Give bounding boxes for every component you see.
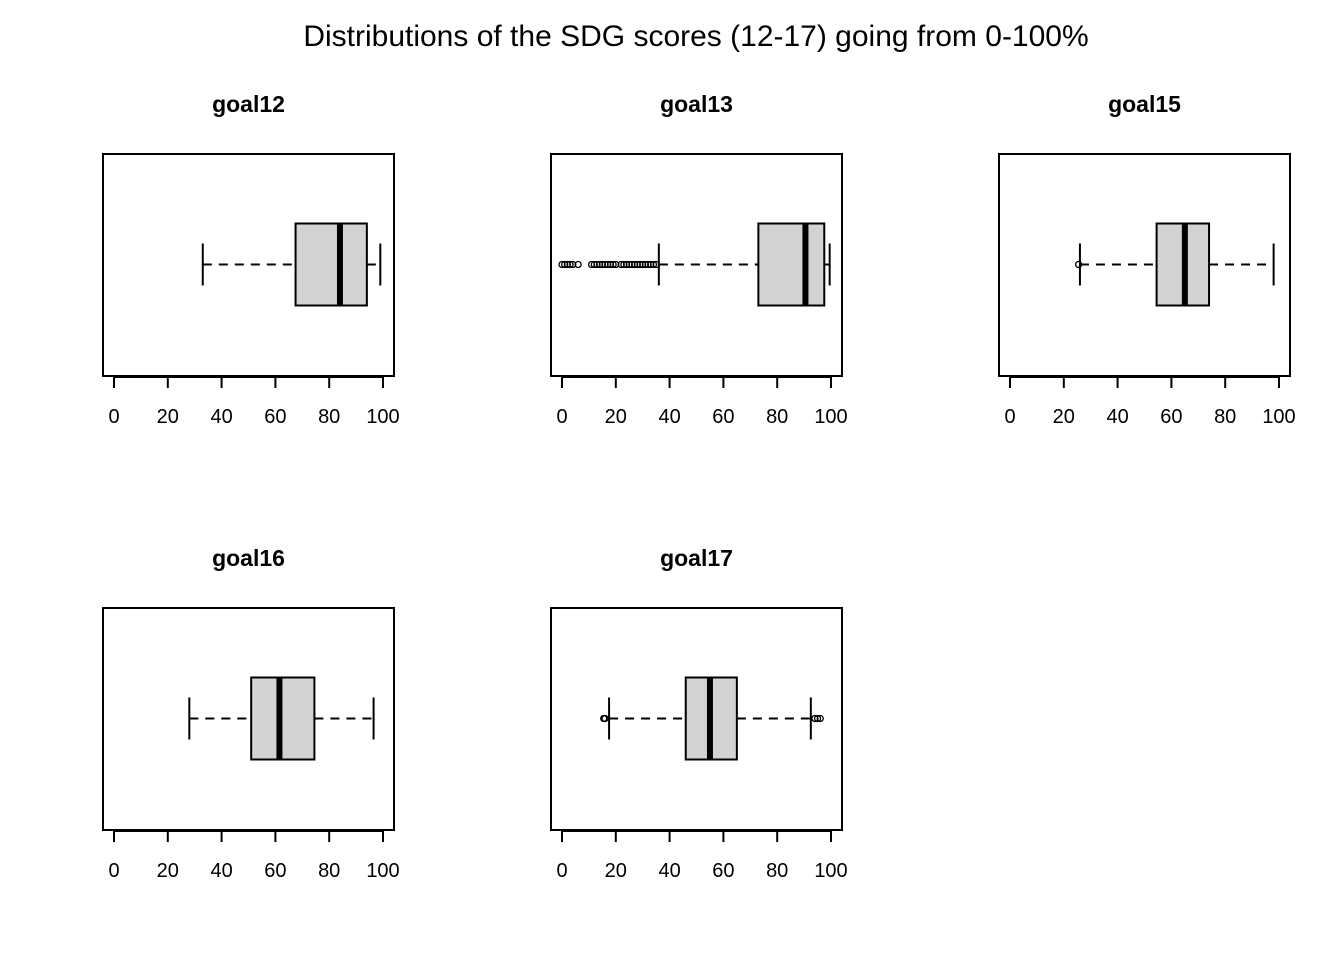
x-tick-label: 100 — [366, 860, 399, 882]
x-tick-label: 20 — [157, 406, 179, 428]
x-tick-label: 40 — [658, 406, 680, 428]
x-tick-label: 60 — [1160, 406, 1182, 428]
iqr-box — [294, 222, 368, 307]
panel-title: goal15 — [1108, 91, 1181, 117]
iqr-box — [250, 676, 316, 761]
outlier-point — [816, 714, 824, 723]
x-tick-label: 60 — [712, 406, 734, 428]
x-tick-label: 100 — [366, 406, 399, 428]
x-tick-label: 20 — [605, 860, 627, 882]
x-tick-label: 20 — [157, 860, 179, 882]
iqr-box — [757, 222, 826, 307]
x-tick-label: 40 — [210, 860, 232, 882]
outlier-point — [1074, 260, 1083, 269]
panel-title: goal13 — [660, 91, 733, 117]
panel-title: goal17 — [660, 545, 733, 571]
panel-goal13: goal13 0 20 40 60 80 100 — [550, 91, 848, 428]
x-tick-label: 80 — [318, 406, 340, 428]
panel-goal12: goal12 0 20 40 60 80 100 — [102, 91, 400, 428]
x-tick-label: 40 — [658, 860, 680, 882]
x-tick-label: 40 — [1106, 406, 1128, 428]
x-tick-label: 20 — [605, 406, 627, 428]
panel-goal17: goal17 0 20 40 60 80 100 — [550, 545, 848, 882]
outlier-point — [566, 260, 574, 269]
figure-title: Distributions of the SDG scores (12-17) … — [303, 20, 1089, 53]
x-tick-label: 60 — [264, 860, 286, 882]
outlier-point — [652, 260, 660, 269]
panel-goal16: goal16 0 20 40 60 80 100 — [102, 545, 400, 882]
panel-goal15: goal15 0 20 40 60 80 100 — [998, 91, 1296, 428]
panel-title: goal12 — [212, 91, 285, 117]
x-tick-label: 80 — [1214, 406, 1236, 428]
x-tick-label: 100 — [814, 406, 847, 428]
x-tick-label: 100 — [1262, 406, 1295, 428]
x-tick-label: 40 — [210, 406, 232, 428]
x-tick-label: 80 — [318, 860, 340, 882]
outlier-point — [574, 260, 582, 269]
outlier-point — [649, 260, 658, 269]
outlier-point — [601, 714, 609, 723]
x-tick-label: 0 — [556, 860, 567, 882]
x-tick-label: 0 — [1004, 406, 1015, 428]
x-tick-label: 0 — [108, 406, 119, 428]
outlier-point — [609, 260, 617, 269]
x-tick-label: 100 — [814, 860, 847, 882]
x-tick-label: 0 — [556, 406, 567, 428]
panel-title: goal16 — [212, 545, 285, 571]
x-tick-label: 0 — [108, 860, 119, 882]
x-tick-label: 60 — [264, 406, 286, 428]
x-tick-label: 80 — [766, 406, 788, 428]
x-tick-label: 20 — [1053, 406, 1075, 428]
x-tick-label: 80 — [766, 860, 788, 882]
x-tick-label: 60 — [712, 860, 734, 882]
outlier-point — [813, 714, 822, 723]
